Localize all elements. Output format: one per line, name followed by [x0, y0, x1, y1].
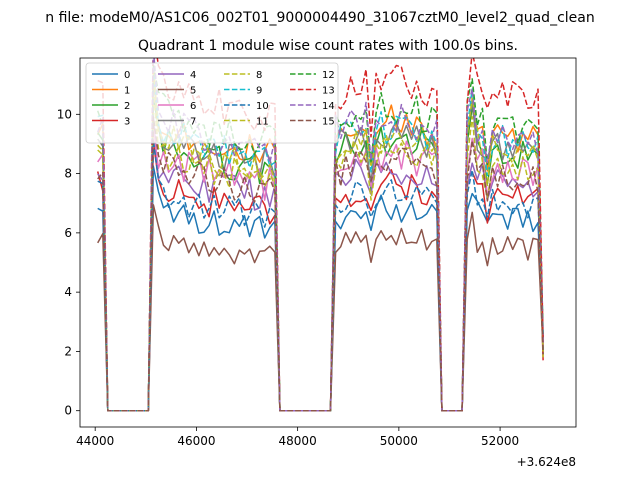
y-tick-label: 4: [64, 285, 72, 299]
series-line-3: [96, 141, 544, 412]
legend-label-5: 5: [190, 86, 196, 97]
legend-label-13: 13: [322, 86, 335, 97]
y-tick-label: 2: [64, 344, 72, 358]
legend-label-0: 0: [124, 70, 130, 81]
legend-label-8: 8: [256, 70, 262, 81]
axes-frame: [79, 57, 577, 428]
legend-label-2: 2: [124, 101, 130, 112]
legend-label-11: 11: [256, 117, 269, 128]
legend-label-15: 15: [322, 117, 335, 128]
y-tick-label: 10: [57, 107, 72, 121]
legend-box: [85, 62, 339, 144]
legend-label-7: 7: [190, 117, 196, 128]
legend-label-1: 1: [124, 86, 130, 97]
series-line-6: [97, 127, 544, 412]
series-line-5: [97, 204, 544, 412]
y-tick-label: 8: [64, 167, 72, 181]
legend-label-6: 6: [190, 101, 196, 112]
chart-suptitle: n file: modeM0/AS1C06_002T01_9000004490_…: [45, 10, 594, 26]
legend-label-14: 14: [322, 101, 335, 112]
series-line-8: [97, 91, 544, 412]
x-axis: 44000 46000 48000 50000 52000: [76, 427, 519, 448]
chart-title: Quadrant 1 module wise count rates with …: [138, 38, 518, 54]
y-tick-label: 0: [64, 404, 72, 418]
series-line-10: [97, 139, 544, 412]
x-tick-label: 52000: [481, 434, 519, 448]
x-tick-label: 46000: [177, 434, 215, 448]
y-tick-label: 6: [64, 226, 72, 240]
legend-label-12: 12: [322, 70, 335, 81]
legend-label-9: 9: [256, 86, 262, 97]
legend-label-10: 10: [256, 101, 269, 112]
x-offset-label: +3.624e8: [517, 455, 576, 469]
x-tick-label: 48000: [279, 434, 317, 448]
legend-label-3: 3: [124, 117, 130, 128]
legend-label-4: 4: [190, 70, 196, 81]
x-tick-label: 44000: [76, 434, 114, 448]
series-line-15: [97, 116, 544, 412]
y-axis: 0 2 4 6 8 10: [57, 107, 80, 418]
x-tick-label: 50000: [380, 434, 418, 448]
